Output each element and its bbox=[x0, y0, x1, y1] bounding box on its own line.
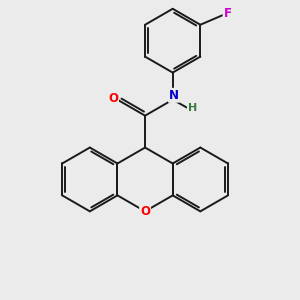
Text: O: O bbox=[108, 92, 118, 105]
Text: O: O bbox=[140, 205, 150, 218]
Text: H: H bbox=[188, 103, 197, 113]
Text: N: N bbox=[169, 89, 179, 102]
Text: F: F bbox=[224, 8, 232, 20]
